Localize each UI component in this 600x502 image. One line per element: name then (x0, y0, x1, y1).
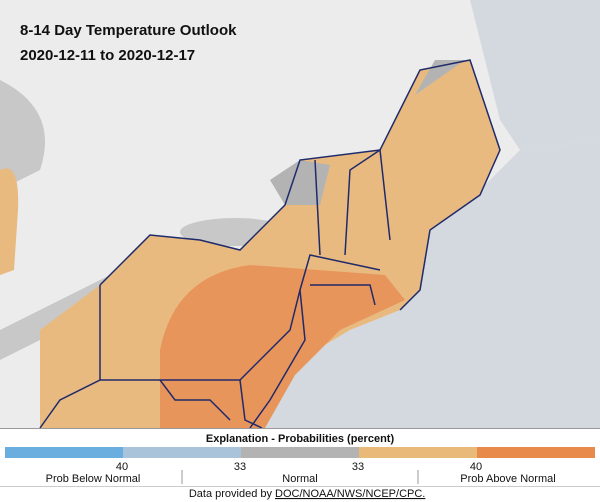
gulf-of-st-lawrence (470, 0, 600, 150)
legend-category: Prob Below Normal (46, 473, 141, 485)
legend-swatch (359, 447, 477, 458)
higher-above-normal-region (160, 265, 405, 428)
border (39, 379, 101, 429)
legend-tick: 40 (116, 461, 128, 473)
state-borders (39, 59, 501, 429)
legend-swatch (5, 447, 123, 458)
legend-swatch (123, 447, 241, 458)
border (379, 59, 501, 311)
lake-huron (0, 80, 45, 190)
footer-text: Data provided by (189, 488, 273, 500)
legend-tick: 40 (470, 461, 482, 473)
map-title: 8-14 Day Temperature Outlook (20, 22, 237, 39)
footer-link-text[interactable]: DOC/NOAA/NWS/NCEP/CPC. (275, 488, 425, 500)
legend-tick: 33 (352, 461, 364, 473)
ocean (250, 140, 600, 428)
legend-category: Prob Above Normal (460, 473, 555, 485)
legend-swatch (477, 447, 595, 458)
legend-background (0, 428, 600, 502)
border (99, 149, 381, 286)
border (310, 284, 376, 306)
border (159, 379, 231, 421)
legend-category: Normal (282, 473, 317, 485)
above-normal-region (40, 60, 500, 428)
footer-link[interactable]: DOC/NOAA/NWS/NCEP/CPC. (275, 488, 425, 500)
legend-tick: 33 (234, 461, 246, 473)
map: 8-14 Day Temperature Outlook 2020-12-11 … (0, 0, 600, 429)
normal-region-me (415, 60, 465, 95)
legend: Explanation - Probabilities (percent) 40… (0, 428, 600, 502)
above-normal-west (0, 168, 19, 275)
border (314, 159, 321, 256)
legend-swatch (241, 447, 359, 458)
legend-title: Explanation - Probabilities (percent) (206, 433, 395, 445)
border (344, 148, 391, 256)
date-range: 2020-12-11 to 2020-12-17 (20, 47, 195, 64)
border (239, 379, 263, 429)
border (249, 289, 306, 429)
